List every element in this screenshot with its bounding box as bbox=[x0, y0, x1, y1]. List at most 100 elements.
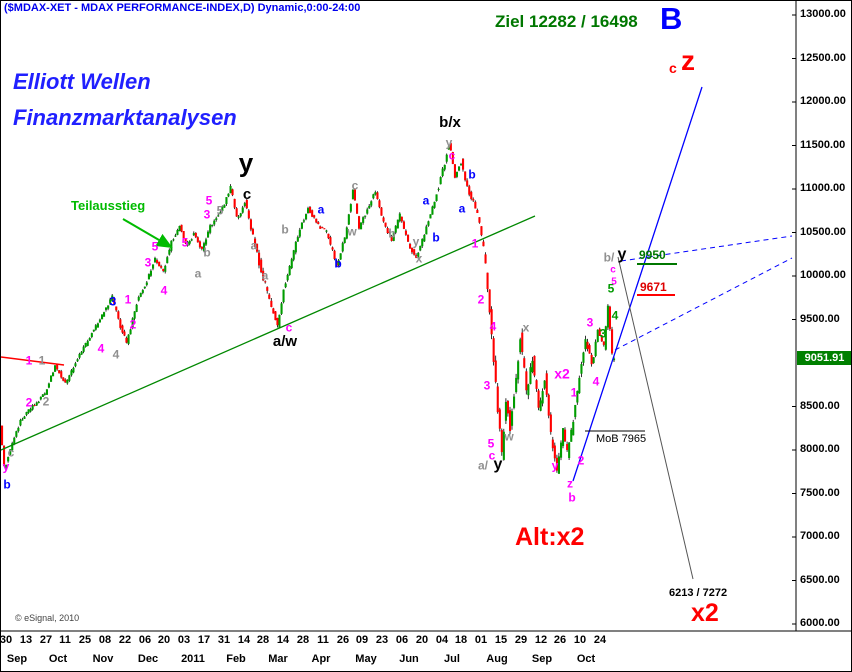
price-tick-label: 6000.00 bbox=[800, 617, 840, 629]
wave-label: b bbox=[3, 477, 11, 492]
wave-label: b bbox=[468, 167, 476, 182]
wave-label: 5 bbox=[216, 203, 224, 218]
month-tick-label: Feb bbox=[226, 652, 246, 665]
date-tick-label: 06 bbox=[138, 633, 152, 646]
wave-label: 3 bbox=[144, 255, 152, 270]
date-tick-label: 26 bbox=[553, 633, 567, 646]
wave-label: c bbox=[610, 264, 616, 276]
wave-label: w bbox=[347, 224, 357, 239]
wave-label: 4 bbox=[112, 347, 120, 362]
wave-label: x2 bbox=[554, 365, 570, 382]
wave-label: c bbox=[351, 178, 359, 193]
wave-label: x bbox=[415, 251, 423, 266]
teilausstieg-arrow bbox=[122, 218, 173, 249]
wave-label: c bbox=[285, 320, 293, 335]
date-tick-label: 29 bbox=[514, 633, 528, 646]
wave-label: y bbox=[2, 459, 10, 474]
month-tick-label: Aug bbox=[486, 652, 508, 665]
date-tick-label: 26 bbox=[336, 633, 350, 646]
wave-label: b bbox=[281, 222, 289, 237]
date-tick-label: 22 bbox=[118, 633, 132, 646]
price-tick-label: 8500.00 bbox=[800, 400, 840, 412]
price-tick-label: 11500.00 bbox=[800, 139, 846, 151]
wave-label: 2 bbox=[129, 317, 137, 332]
date-tick-label: 11 bbox=[59, 633, 71, 646]
wave-label: a/w bbox=[272, 332, 298, 350]
price-tick-label: 9500.00 bbox=[800, 313, 840, 325]
wave-label: a bbox=[194, 266, 202, 281]
wave-label: b bbox=[568, 490, 576, 505]
wave-c-label: c bbox=[669, 60, 677, 76]
wave-label: c bbox=[242, 185, 252, 203]
last-price-tag: 9051.91 bbox=[797, 351, 851, 365]
wave-label: 3 bbox=[203, 207, 211, 222]
x2-label: x2 bbox=[691, 599, 719, 627]
month-tick-label: Oct bbox=[576, 652, 596, 665]
wave-label: 2 bbox=[477, 292, 485, 307]
wave-label: 2 bbox=[577, 453, 585, 468]
wave-label: 4 bbox=[97, 341, 105, 356]
month-tick-label: Sep bbox=[531, 652, 553, 665]
watermark-line2: Finanzmarktanalysen bbox=[13, 105, 237, 130]
wave-label: 4 bbox=[611, 308, 619, 323]
wave-label: b bbox=[334, 256, 342, 271]
wave-label: a bbox=[261, 268, 269, 283]
date-tick-label: 20 bbox=[157, 633, 171, 646]
target-9671-label: 9671 bbox=[640, 280, 667, 294]
price-tick-label: 10000.00 bbox=[800, 269, 846, 281]
wave-label: y bbox=[617, 246, 627, 264]
wave-label: z bbox=[567, 476, 573, 491]
projection-dashed-1 bbox=[614, 257, 793, 351]
date-tick-label: 06 bbox=[395, 633, 409, 646]
month-tick-label: Mar bbox=[268, 652, 288, 665]
price-tick-label: 10500.00 bbox=[800, 226, 846, 238]
wave-label: 5 bbox=[611, 276, 617, 288]
wave-label: 1 bbox=[124, 292, 132, 307]
wave-label: a bbox=[422, 193, 430, 208]
date-tick-label: 13 bbox=[19, 633, 33, 646]
wave-label: 5 bbox=[151, 239, 159, 254]
date-tick-label: 14 bbox=[237, 633, 251, 646]
month-tick-label: 2011 bbox=[181, 652, 205, 665]
wave-label: 3 bbox=[109, 294, 117, 309]
projection-up bbox=[572, 86, 703, 482]
month-tick-label: Jul bbox=[444, 652, 460, 665]
wave-label: y bbox=[445, 135, 453, 150]
wave-label: b/x bbox=[439, 113, 461, 131]
candlestick-series bbox=[1, 141, 616, 474]
chart-title: ($MDAX-XET - MDAX PERFORMANCE-INDEX,D) D… bbox=[4, 2, 361, 14]
target-low-label: 6213 / 7272 bbox=[669, 587, 728, 599]
wave-label: y bbox=[493, 456, 503, 474]
projection-down bbox=[617, 256, 694, 580]
wave-B-label: B bbox=[660, 1, 683, 36]
wave-label: a bbox=[458, 201, 466, 216]
wave-label: 3 bbox=[483, 378, 491, 393]
wave-label: 1 bbox=[471, 236, 479, 251]
wave-label: b bbox=[203, 245, 211, 260]
date-tick-label: 10 bbox=[573, 633, 587, 646]
date-tick-label: 17 bbox=[197, 633, 211, 646]
alt-x2-label: Alt:x2 bbox=[515, 523, 585, 551]
date-tick-label: 18 bbox=[454, 633, 468, 646]
date-tick-label: 27 bbox=[39, 633, 53, 646]
wave-label: y bbox=[412, 234, 420, 249]
wave-label: 3 bbox=[599, 326, 607, 341]
price-tick-label: 8000.00 bbox=[800, 443, 840, 455]
month-tick-label: Nov bbox=[92, 652, 114, 665]
date-tick-label: 28 bbox=[256, 633, 270, 646]
wave-label: x bbox=[522, 320, 530, 335]
month-tick-label: Sep bbox=[6, 652, 28, 665]
date-tick-label: 08 bbox=[98, 633, 112, 646]
month-tick-label: Dec bbox=[137, 652, 159, 665]
trendline-red bbox=[1, 356, 65, 366]
wave-label: 5 bbox=[205, 193, 213, 208]
wave-label: b bbox=[388, 226, 396, 241]
wave-label: 2 bbox=[25, 395, 33, 410]
wave-label: y bbox=[551, 458, 559, 473]
date-tick-label: 20 bbox=[415, 633, 429, 646]
month-tick-label: Apr bbox=[311, 652, 331, 665]
date-tick-label: 09 bbox=[355, 633, 369, 646]
wave-label: 1 bbox=[570, 385, 578, 400]
month-tick-label: May bbox=[355, 652, 377, 665]
